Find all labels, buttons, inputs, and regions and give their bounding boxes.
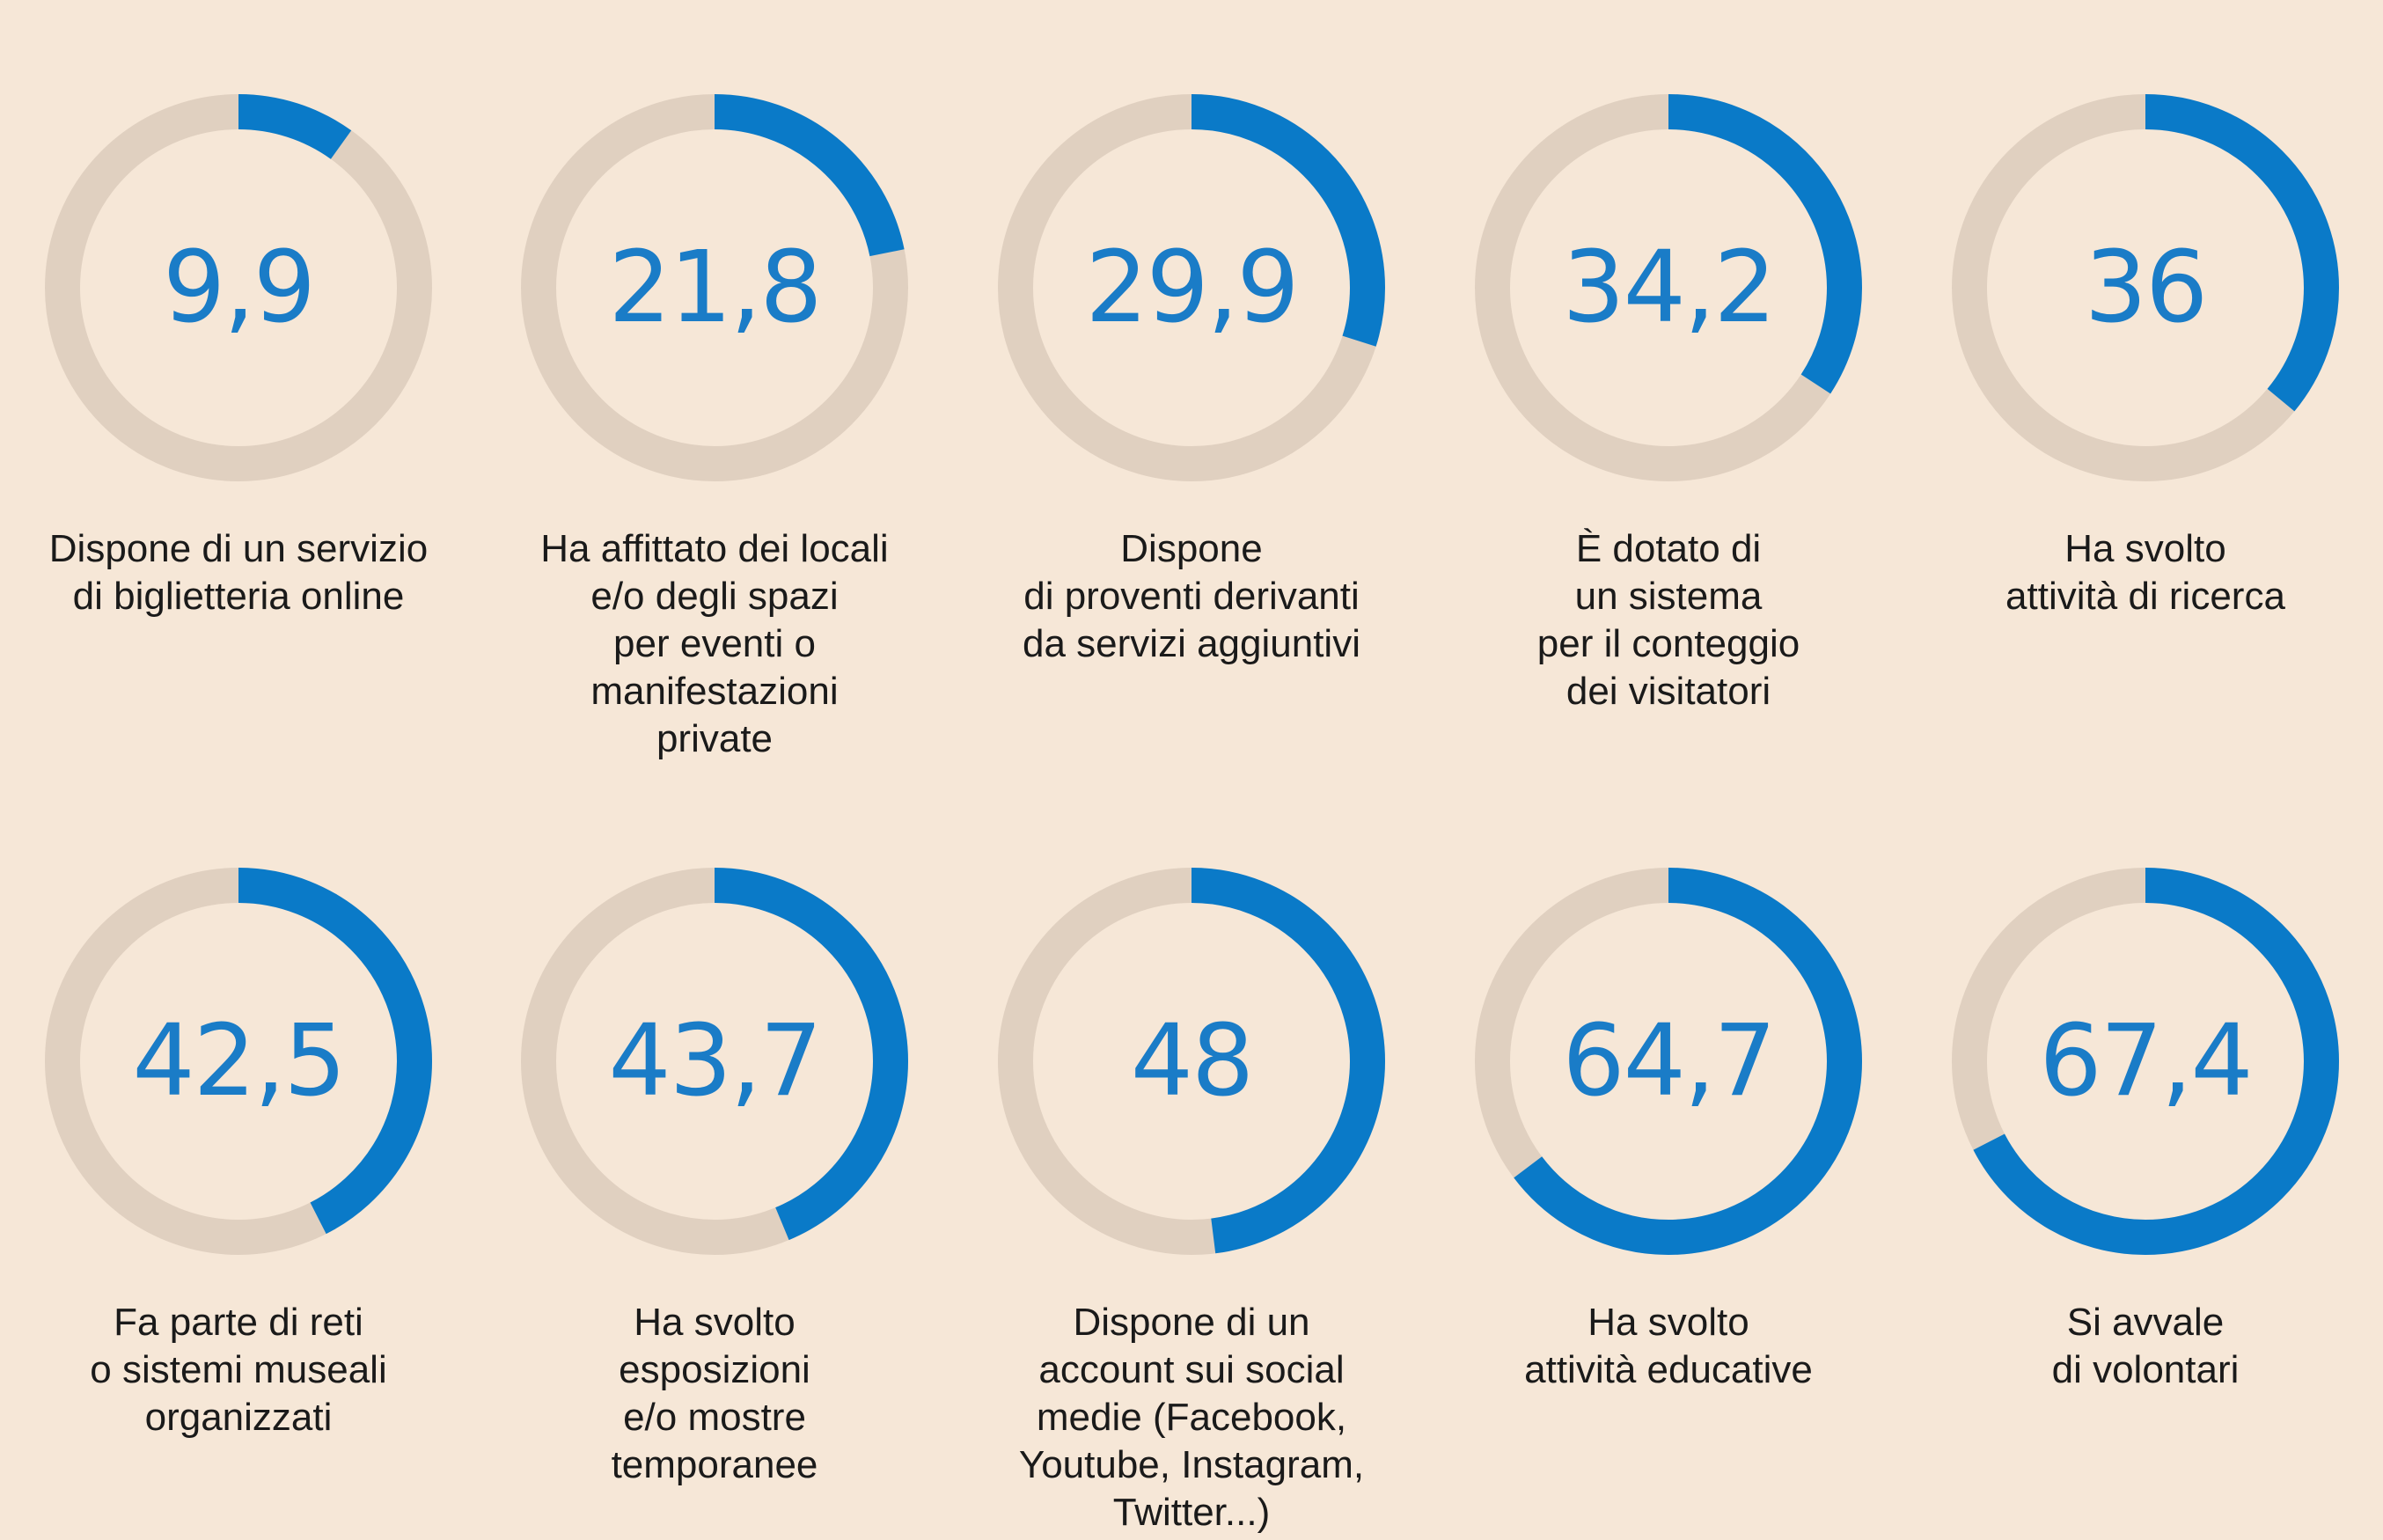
donut-caption: È dotato di un sistema per il conteggio …	[1536, 527, 1800, 713]
donut-svg: 36	[1952, 94, 2339, 481]
donut-value-arc	[1952, 868, 2339, 1255]
donut-value-label: 43,7	[608, 1004, 820, 1118]
donut-caption: Ha svolto esposizioni e/o mostre tempora…	[611, 1301, 818, 1486]
donut-svg: 48	[998, 868, 1385, 1255]
donut-ring: 29,9	[998, 94, 1385, 481]
donut-value-arc	[998, 868, 1385, 1255]
donut-svg: 67,4	[1952, 868, 2339, 1255]
donut-value-label: 36	[2085, 231, 2207, 345]
donut-ring: 9,9	[45, 94, 432, 481]
donut-caption: Dispone di un servizio di biglietteria o…	[48, 527, 429, 618]
donut-svg: 42,5	[45, 868, 432, 1255]
donut-svg: 21,8	[521, 94, 908, 481]
donut-value-label: 42,5	[132, 1004, 344, 1118]
donut-value-arc	[1475, 868, 1862, 1255]
donut-value-arc	[521, 94, 908, 481]
donut-value-arc	[1475, 94, 1862, 481]
donut-value-label: 9,9	[163, 231, 314, 345]
donut-svg: 9,9	[45, 94, 432, 481]
donut-caption: Si avvale di volontari	[2051, 1301, 2240, 1391]
donut-value-arc	[45, 94, 432, 481]
donut-ring: 21,8	[521, 94, 908, 481]
donut-ring: 42,5	[45, 868, 432, 1255]
donut-caption: Fa parte di reti o sistemi museali organ…	[90, 1301, 387, 1439]
donut-ring: 64,7	[1475, 868, 1862, 1255]
donut-svg: 34,2	[1475, 94, 1862, 481]
donut-ring: 34,2	[1475, 94, 1862, 481]
donut-svg: 64,7	[1475, 868, 1862, 1255]
donut-value-arc	[1952, 94, 2339, 481]
donut-ring: 48	[998, 868, 1385, 1255]
donut-value-label: 48	[1131, 1004, 1253, 1118]
donut-value-label: 34,2	[1562, 231, 1774, 345]
donut-value-label: 21,8	[608, 231, 820, 345]
donut-value-arc	[998, 94, 1385, 481]
donut-ring: 67,4	[1952, 868, 2339, 1255]
donut-value-arc	[521, 868, 908, 1255]
donut-caption: Ha svolto attività educative	[1524, 1301, 1813, 1391]
donut-value-arc	[45, 868, 432, 1255]
donut-value-label: 67,4	[2039, 1004, 2251, 1118]
donut-ring: 43,7	[521, 868, 908, 1255]
donut-svg: 29,9	[998, 94, 1385, 481]
donut-caption: Ha affittato dei locali e/o degli spazi …	[540, 527, 889, 760]
donut-caption: Dispone di proventi derivanti da servizi…	[1023, 527, 1360, 665]
donut-caption: Dispone di un account sui social medie (…	[1018, 1301, 1365, 1534]
donut-value-label: 29,9	[1085, 231, 1297, 345]
donut-ring: 36	[1952, 94, 2339, 481]
donut-caption: Ha svolto attività di ricerca	[2005, 527, 2285, 618]
donut-svg: 43,7	[521, 868, 908, 1255]
donut-value-label: 64,7	[1562, 1004, 1774, 1118]
